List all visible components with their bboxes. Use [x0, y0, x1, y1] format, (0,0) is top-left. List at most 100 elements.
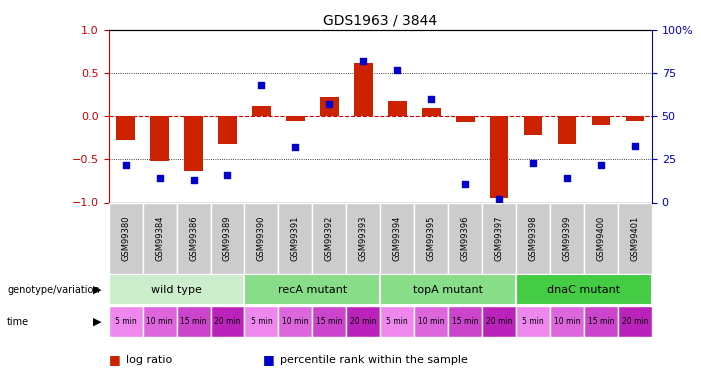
Text: dnaC mutant: dnaC mutant: [547, 285, 620, 295]
Text: GSM99394: GSM99394: [393, 215, 402, 261]
Bar: [592, 116, 611, 125]
Point: [426, 96, 437, 102]
Point: [527, 160, 538, 166]
Text: log ratio: log ratio: [126, 355, 172, 365]
Bar: [218, 116, 237, 144]
Text: GSM99384: GSM99384: [155, 215, 164, 261]
Text: GSM99401: GSM99401: [630, 216, 639, 261]
Text: GSM99391: GSM99391: [291, 215, 300, 261]
Point: [494, 196, 505, 202]
Bar: [210, 202, 245, 274]
Text: 10 min: 10 min: [418, 317, 444, 326]
Text: 5 min: 5 min: [386, 317, 408, 326]
Point: [595, 162, 606, 168]
Point: [629, 142, 641, 148]
Bar: [618, 306, 652, 337]
Text: wild type: wild type: [151, 285, 202, 295]
Bar: [618, 202, 652, 274]
Bar: [584, 202, 618, 274]
Bar: [558, 116, 576, 144]
Text: GSM99395: GSM99395: [427, 215, 436, 261]
Point: [120, 162, 131, 168]
Bar: [177, 202, 210, 274]
Text: ▶: ▶: [93, 285, 102, 295]
Text: 15 min: 15 min: [452, 317, 478, 326]
Bar: [109, 274, 245, 305]
Bar: [381, 306, 414, 337]
Text: GSM99392: GSM99392: [325, 215, 334, 261]
Bar: [252, 106, 271, 116]
Bar: [346, 306, 381, 337]
Text: GSM99386: GSM99386: [189, 215, 198, 261]
Bar: [109, 202, 142, 274]
Bar: [516, 274, 652, 305]
Bar: [456, 116, 475, 122]
Point: [222, 172, 233, 178]
Bar: [516, 202, 550, 274]
Bar: [414, 202, 448, 274]
Bar: [550, 202, 584, 274]
Text: GSM99400: GSM99400: [597, 216, 606, 261]
Text: percentile rank within the sample: percentile rank within the sample: [280, 355, 468, 365]
Text: 15 min: 15 min: [587, 317, 614, 326]
Text: time: time: [7, 316, 29, 327]
Bar: [320, 97, 339, 116]
Text: GSM99396: GSM99396: [461, 215, 470, 261]
Bar: [142, 306, 177, 337]
Text: GSM99380: GSM99380: [121, 215, 130, 261]
Text: GSM99397: GSM99397: [495, 215, 503, 261]
Text: GSM99398: GSM99398: [529, 215, 538, 261]
Bar: [388, 101, 407, 116]
Bar: [482, 202, 516, 274]
Bar: [286, 116, 305, 122]
Point: [154, 176, 165, 181]
Text: GSM99390: GSM99390: [257, 215, 266, 261]
Point: [256, 82, 267, 88]
Text: genotype/variation: genotype/variation: [7, 285, 100, 295]
Point: [358, 58, 369, 64]
Bar: [490, 116, 508, 198]
Bar: [584, 306, 618, 337]
Bar: [625, 116, 644, 121]
Bar: [245, 306, 278, 337]
Bar: [381, 274, 516, 305]
Text: 20 min: 20 min: [622, 317, 648, 326]
Bar: [177, 306, 210, 337]
Text: 15 min: 15 min: [316, 317, 343, 326]
Bar: [516, 306, 550, 337]
Bar: [184, 116, 203, 171]
Text: GSM99389: GSM99389: [223, 215, 232, 261]
Bar: [448, 202, 482, 274]
Text: ▶: ▶: [93, 316, 102, 327]
Bar: [150, 116, 169, 161]
Text: 20 min: 20 min: [486, 317, 512, 326]
Text: 5 min: 5 min: [522, 317, 544, 326]
Text: GSM99399: GSM99399: [562, 215, 571, 261]
Bar: [313, 306, 346, 337]
Point: [392, 67, 403, 73]
Point: [290, 144, 301, 150]
Text: 10 min: 10 min: [283, 317, 308, 326]
Bar: [210, 306, 245, 337]
Bar: [313, 202, 346, 274]
Bar: [381, 202, 414, 274]
Point: [324, 101, 335, 107]
Text: ■: ■: [109, 354, 124, 366]
Text: topA mutant: topA mutant: [413, 285, 483, 295]
Point: [562, 176, 573, 181]
Text: GSM99393: GSM99393: [359, 215, 368, 261]
Text: 20 min: 20 min: [350, 317, 376, 326]
Bar: [245, 202, 278, 274]
Bar: [109, 306, 142, 337]
Text: 10 min: 10 min: [554, 317, 580, 326]
Text: 15 min: 15 min: [180, 317, 207, 326]
Text: 10 min: 10 min: [147, 317, 173, 326]
Bar: [524, 116, 543, 135]
Title: GDS1963 / 3844: GDS1963 / 3844: [323, 13, 437, 27]
Bar: [482, 306, 516, 337]
Bar: [550, 306, 584, 337]
Bar: [448, 306, 482, 337]
Bar: [142, 202, 177, 274]
Bar: [346, 202, 381, 274]
Bar: [278, 306, 313, 337]
